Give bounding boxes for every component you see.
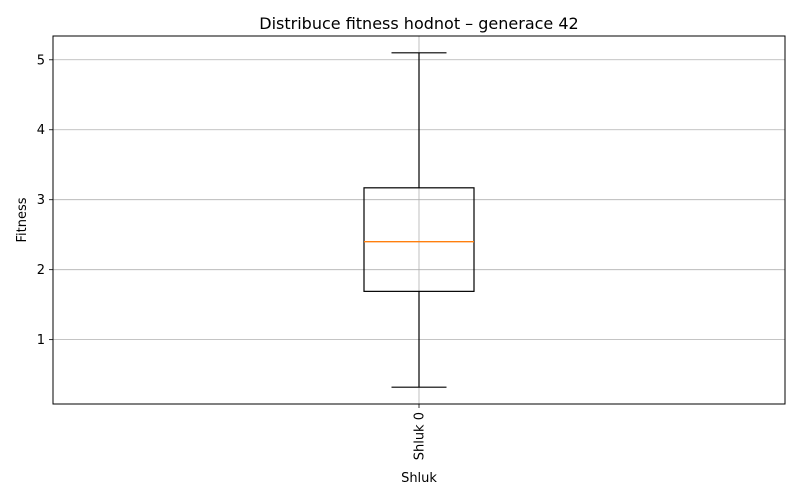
chart-title: Distribuce fitness hodnot – generace 42 — [259, 14, 578, 33]
x-tick-label: Shluk 0 — [413, 412, 428, 460]
box-iqr — [363, 187, 475, 292]
y-tick-label: 4 — [37, 123, 45, 138]
y-tick-label: 1 — [37, 333, 45, 348]
axis-ticks: 1 2 3 4 5 Shluk 0 — [37, 53, 428, 460]
x-axis-label: Shluk — [401, 471, 437, 486]
box-series — [363, 52, 475, 388]
y-tick-label: 3 — [37, 193, 45, 208]
y-tick-label: 2 — [37, 263, 45, 278]
y-axis-label: Fitness — [15, 197, 30, 242]
y-tick-label: 5 — [37, 53, 45, 68]
